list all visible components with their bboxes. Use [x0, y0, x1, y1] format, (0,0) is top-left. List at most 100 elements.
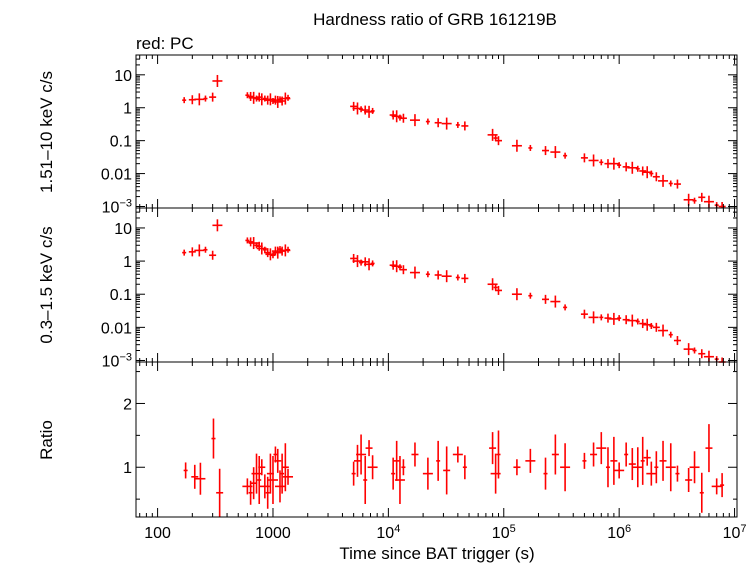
hard-data-point: [635, 165, 640, 172]
soft-data-point: [550, 295, 561, 308]
hard-data-point: [511, 139, 522, 152]
soft-data-point: [542, 294, 550, 304]
ratio-data-point: [596, 432, 607, 465]
ratio-data-point: [351, 461, 356, 486]
soft-ytick-label: 10: [114, 221, 132, 238]
soft-data-point: [528, 292, 533, 299]
ratio-ytick-label: 2: [123, 396, 132, 413]
ratio-data-point: [248, 480, 253, 505]
hard-data-point: [673, 179, 681, 189]
hard-data-point: [455, 121, 460, 128]
chart-title: Hardness ratio of GRB 161219B: [313, 10, 557, 29]
ratio-data-point: [590, 442, 598, 467]
hard-data-point: [286, 94, 291, 101]
ratio-data-point: [543, 457, 548, 490]
hard-data-point: [668, 180, 673, 187]
soft-data-point: [658, 324, 669, 337]
soft-data-point: [668, 331, 673, 338]
soft-data-point: [286, 246, 291, 253]
hard-ytick-label: 1: [123, 101, 132, 118]
ratio-data-point: [699, 472, 704, 513]
hard-data-point: [272, 95, 283, 108]
hard-band-marks: [182, 74, 726, 208]
ratio-data-point: [216, 468, 224, 517]
soft-data-point: [203, 246, 208, 253]
ratio-data-point: [283, 468, 294, 485]
x-tick-label: 1000: [255, 525, 291, 542]
soft-data-point: [563, 304, 568, 311]
hard-data-point: [580, 153, 588, 163]
hard-data-point: [182, 97, 187, 104]
ratio-data-point: [436, 440, 441, 481]
ratio-frame: [135, 361, 738, 518]
hard-data-point: [212, 74, 223, 87]
ratio-data-point: [628, 448, 636, 481]
ratio-data-point: [274, 470, 285, 503]
ratio-data-point: [183, 462, 188, 479]
ratio-panel: 12 Ratio: [37, 361, 738, 518]
ratio-data-point: [273, 446, 278, 463]
ratio-x-ticks: [139, 362, 736, 517]
soft-data-point: [182, 249, 187, 256]
soft-data-point: [409, 266, 420, 279]
soft-data-point: [617, 315, 622, 322]
ratio-data-point: [685, 468, 693, 493]
soft-data-point: [487, 278, 498, 291]
x-tick-label: 104: [376, 523, 400, 542]
soft-data-point: [599, 314, 604, 321]
ratio-data-point: [643, 449, 651, 466]
soft-data-point: [718, 357, 726, 363]
soft-data-point: [370, 260, 375, 267]
soft-data-point: [511, 288, 522, 301]
hard-data-point: [588, 154, 599, 167]
soft-band-y-label: 0.3–1.5 keV c/s: [37, 226, 56, 343]
soft-ytick-label: 0.01: [101, 320, 132, 337]
hard-data-point: [652, 172, 660, 182]
hard-data-point: [389, 110, 397, 120]
ratio-data-point: [632, 447, 643, 488]
soft-band-y-axis: 10 1 0.1 0.01 10−3: [101, 207, 737, 370]
hard-data-point: [528, 144, 533, 151]
hard-data-point: [542, 146, 550, 156]
ratio-data-point: [711, 478, 722, 495]
ratio-data-point: [551, 434, 559, 475]
ratio-data-point: [281, 443, 289, 492]
hard-data-point: [599, 159, 604, 166]
hard-data-point: [658, 174, 669, 187]
ratio-data-point: [496, 430, 501, 479]
hard-ytick-label: 0.01: [101, 167, 132, 184]
ratio-data-point: [443, 446, 451, 495]
ratio-data-point: [353, 444, 361, 477]
hard-data-point: [683, 193, 694, 206]
soft-data-point: [673, 336, 681, 346]
soft-data-point: [425, 271, 430, 278]
x-axis-tick-labels: 100 1000 104 105 106 107: [144, 523, 746, 542]
soft-data-point: [194, 244, 205, 257]
soft-data-point: [622, 315, 630, 325]
ratio-data-point: [582, 452, 587, 469]
hard-data-point: [359, 106, 364, 113]
hard-data-point: [649, 170, 654, 177]
ratio-data-point: [356, 434, 367, 475]
soft-ytick-label: 1: [123, 254, 132, 271]
hard-data-point: [718, 201, 726, 208]
soft-data-point: [635, 318, 640, 325]
ratio-data-point: [513, 459, 521, 476]
ratio-data-point: [411, 442, 419, 467]
ratio-data-point: [654, 451, 659, 484]
ratio-y-axis: 12: [123, 371, 737, 500]
ratio-data-point: [367, 455, 378, 480]
hard-data-point: [270, 98, 275, 105]
soft-data-point: [683, 343, 694, 356]
hard-data-point: [441, 117, 452, 130]
hard-data-point: [550, 146, 561, 159]
soft-ytick-label: 10−3: [102, 351, 132, 370]
soft-data-point: [212, 219, 223, 232]
ratio-data-point: [211, 418, 216, 459]
hard-data-point: [639, 166, 647, 176]
soft-band-frame: [135, 207, 738, 363]
hard-data-point: [622, 162, 630, 172]
ratio-data-point: [191, 464, 199, 489]
hard-data-point: [494, 136, 502, 146]
hard-data-point: [563, 152, 568, 159]
